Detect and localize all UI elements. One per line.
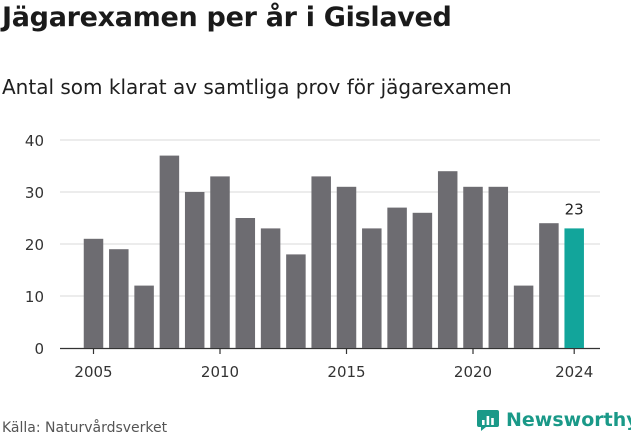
bar-2010 bbox=[210, 176, 230, 348]
x-tick-label: 2005 bbox=[74, 363, 112, 381]
x-tick-label: 2020 bbox=[454, 363, 492, 381]
bar-2020 bbox=[463, 186, 483, 348]
y-tick-label: 10 bbox=[25, 288, 44, 306]
chart-title: Jägarexamen per år i Gislaved bbox=[2, 2, 452, 33]
bar-2021 bbox=[488, 186, 509, 348]
source-note: Källa: Naturvårdsverket bbox=[2, 420, 168, 436]
y-tick-label: 30 bbox=[25, 184, 44, 202]
bar-2013 bbox=[286, 254, 306, 348]
bar-2005 bbox=[83, 238, 104, 348]
bar-2017 bbox=[387, 207, 407, 348]
y-tick-label: 40 bbox=[25, 132, 44, 150]
highlight-value-label: 23 bbox=[565, 200, 584, 218]
newsworthy-logo-icon bbox=[477, 410, 499, 431]
y-tick-label: 0 bbox=[34, 340, 44, 358]
bar-2016 bbox=[362, 228, 382, 348]
x-tick-label: 2010 bbox=[201, 363, 239, 381]
bar-2008 bbox=[159, 155, 180, 348]
bar-2018 bbox=[412, 212, 433, 348]
bar-2022 bbox=[513, 285, 534, 348]
bar-2009 bbox=[184, 192, 205, 348]
bar-2019 bbox=[437, 171, 458, 348]
brand-name: Newsworthy bbox=[506, 409, 631, 431]
bar-2007 bbox=[134, 285, 154, 348]
bar-2012 bbox=[260, 228, 281, 348]
x-tick-label: 2015 bbox=[327, 363, 365, 381]
bar-2015 bbox=[336, 186, 357, 348]
y-tick-label: 20 bbox=[25, 236, 44, 254]
bar-2024 bbox=[564, 228, 584, 348]
bar-2011 bbox=[235, 218, 256, 348]
newsworthy-brand: Newsworthy bbox=[476, 408, 631, 432]
chart-subtitle: Antal som klarat av samtliga prov för jä… bbox=[2, 75, 512, 99]
bar-2023 bbox=[539, 223, 559, 348]
bar-2006 bbox=[109, 249, 129, 348]
x-tick-label: 2024 bbox=[555, 363, 593, 381]
bar-2014 bbox=[311, 176, 331, 348]
